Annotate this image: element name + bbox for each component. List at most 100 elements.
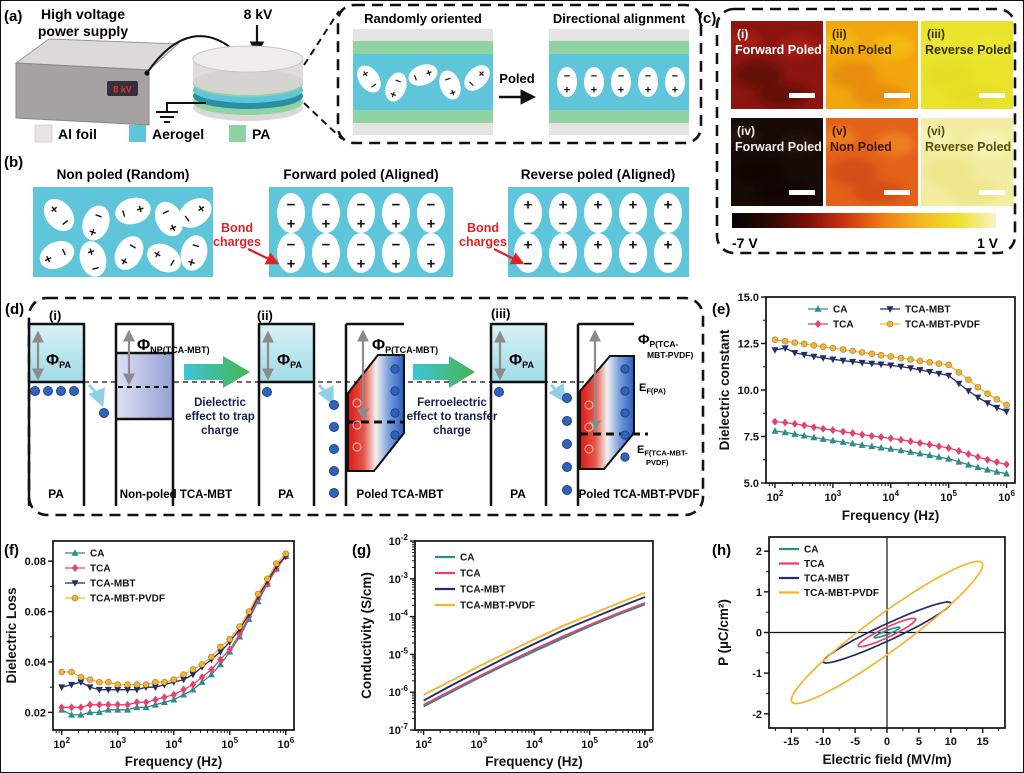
electrons-col-2 [328, 399, 339, 498]
scale-bar [884, 190, 910, 195]
alfoil-swatch [34, 124, 53, 143]
svg-text:−: − [618, 70, 624, 82]
svg-text:-5: -5 [850, 736, 860, 748]
svg-text:10-5: 10-5 [389, 646, 409, 661]
scale-bar [789, 93, 815, 98]
legend-item: CA [460, 553, 474, 564]
svg-text:0.04: 0.04 [25, 657, 47, 669]
alfoil-label: Al foil [58, 126, 97, 142]
svg-text:5: 5 [916, 736, 922, 748]
c-dashed-box [715, 7, 1017, 255]
panel-b: (b) Non poled (Random) Forward poled (Al… [4, 154, 689, 277]
pa1-outline [27, 322, 86, 506]
bond-charges-text-1a: Bond [221, 221, 253, 235]
legend-item: TCA-MBT-PVDF [804, 588, 879, 599]
svg-text:+: + [524, 196, 533, 213]
svg-text:+: + [618, 85, 624, 97]
wire-terminal [144, 70, 150, 76]
svg-text:−: − [559, 216, 568, 233]
svg-text:−: − [591, 70, 597, 82]
svg-text:-2: -2 [752, 709, 762, 721]
dipole-ellipse: −+ [154, 201, 184, 237]
dipole-ellipse: +− [584, 233, 612, 273]
svg-text:+: + [287, 256, 296, 273]
dipole-ellipse: +− [549, 233, 577, 273]
bond-charges-1: Bond charges [213, 221, 280, 265]
dipole-ellipse: −+ [312, 193, 340, 233]
svg-text:−: − [393, 75, 403, 88]
dipole-ellipse: −+ [347, 233, 375, 273]
voltage-label: 8 kV [244, 6, 273, 22]
dipole-ellipse: −+ [417, 193, 445, 233]
svg-text:105: 105 [221, 736, 238, 751]
arrow2-line2: effect to transfer [407, 411, 498, 423]
phi-pvdf-label-line2: MBT-PVDF) [647, 350, 693, 360]
dipole-ellipse: −+ [382, 233, 410, 273]
svg-text:−: − [594, 256, 603, 273]
y-axis-label: P (µC/cm²) [716, 599, 731, 666]
tile-number: (v) [832, 124, 847, 138]
bond-charges-text-2a: Bond [467, 221, 499, 235]
bond-charges-text-1b: charges [213, 235, 261, 249]
tile-title: Forward Poled [735, 43, 822, 57]
svg-text:+: + [559, 196, 568, 213]
legend-item: TCA-MBT [460, 585, 506, 596]
svg-text:+: + [427, 256, 436, 273]
d-sec1-label: (i) [49, 308, 61, 323]
tile-title: Forward Poled [735, 140, 822, 154]
process-arrow-1 [184, 356, 250, 388]
x-axis-label: Frequency (Hz) [125, 754, 223, 769]
colorbar-max-label: 1 V [977, 235, 999, 251]
zoom-connector-top [303, 10, 340, 66]
svg-text:−: − [357, 196, 366, 213]
svg-text:−: − [664, 216, 673, 233]
dipole-ellipse: +− [619, 193, 647, 233]
arrow2-line1: Ferroelectric [417, 397, 487, 409]
svg-text:−: − [392, 196, 401, 213]
electrons-in-pvdf [620, 364, 630, 462]
legend-item: CA [90, 549, 104, 560]
zoom-connector-bottom [303, 102, 343, 140]
svg-text:104: 104 [882, 489, 899, 504]
svg-text:+: + [594, 196, 603, 213]
dipole-ellipse: −+ [39, 240, 75, 270]
svg-text:−: − [443, 73, 453, 86]
scale-bar [979, 190, 1005, 195]
afm-image-2: (ii) Non Poled [826, 21, 918, 109]
svg-text:102: 102 [53, 736, 70, 751]
series-TCA-MBT-PVDF [423, 591, 646, 696]
legend-item: TCA-MBT [804, 574, 850, 585]
voltage-colorbar [732, 213, 996, 228]
pa2-outline [257, 322, 316, 506]
dipole-ellipse: +− [584, 193, 612, 233]
process-arrow-2 [413, 356, 475, 388]
phi-pa1-label: ΦPA [46, 352, 71, 370]
svg-text:−: − [559, 256, 568, 273]
dipole-ellipse: −+ [611, 67, 631, 97]
svg-text:5.0: 5.0 [744, 478, 759, 490]
svg-text:-1: -1 [752, 668, 762, 680]
panel-c-label: (c) [698, 10, 716, 27]
dipole-ellipse: −+ [382, 193, 410, 233]
svg-text:−: − [629, 256, 638, 273]
legend-item: TCA-MBT-PVDF [905, 320, 980, 331]
tile-number: (i) [737, 27, 748, 41]
tile-number: (iii) [927, 27, 945, 41]
arrow1-line1: Dielectric [194, 397, 246, 409]
dipole-ellipse: +− [115, 197, 151, 225]
b-title-forward: Forward poled (Aligned) [283, 167, 438, 182]
y-axis-label: Dielectric constant [717, 329, 732, 450]
svg-text:+: + [427, 216, 436, 233]
arrow1-line2: effect to trap [185, 411, 255, 423]
svg-text:10.0: 10.0 [738, 385, 759, 397]
poled-bottom-label: Poled TCA-MBT [357, 489, 444, 501]
plot-frame [765, 296, 1016, 484]
series-TCA [774, 420, 1007, 466]
svg-text:10: 10 [945, 736, 957, 748]
x-axis-label: Frequency (Hz) [485, 754, 583, 769]
svg-text:+: + [322, 216, 331, 233]
svg-text:−: − [594, 216, 603, 233]
svg-text:0.08: 0.08 [25, 556, 46, 568]
svg-text:106: 106 [998, 489, 1015, 504]
